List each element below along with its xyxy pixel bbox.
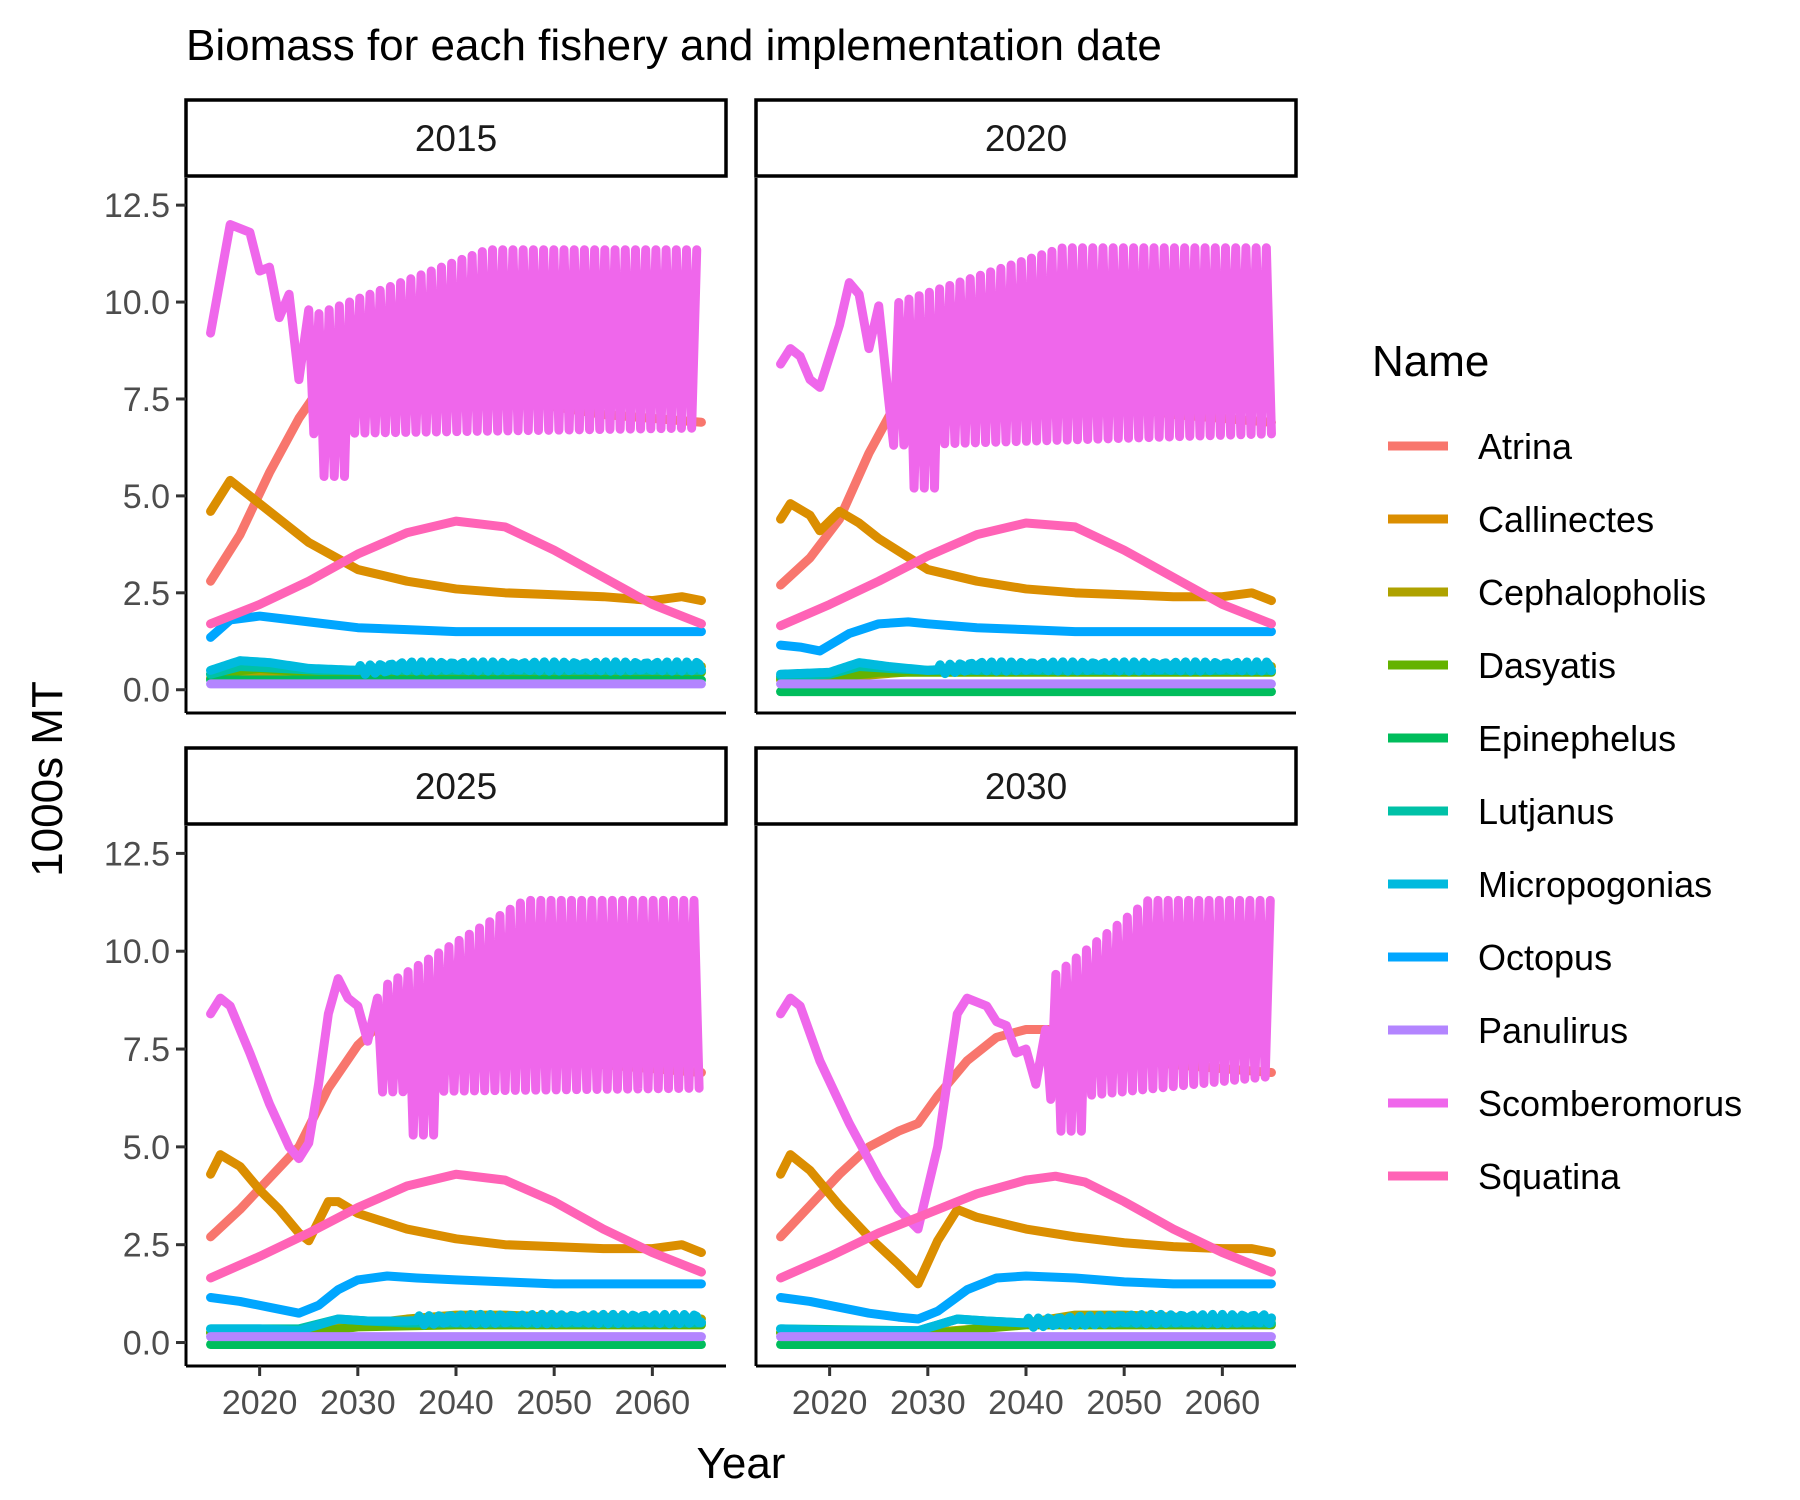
panel-2015: 2015 0.0 2.5 5.0 7.5 10.0 12.5 (104, 98, 728, 715)
x-tick-label: 2020 (792, 1384, 868, 1422)
legend-label: Squatina (1478, 1156, 1621, 1197)
facet-strip-label: 2025 (415, 766, 497, 807)
series-line-callinectes (776, 1150, 1276, 1289)
series-line-squatina (776, 1171, 1276, 1283)
y-tick-label: 0.0 (123, 1325, 170, 1363)
series-lines (206, 220, 706, 689)
legend: Name Atrina Callinectes Cephalopholis Dasya… (1372, 337, 1742, 1197)
series-line-callinectes (206, 1150, 706, 1258)
x-tick-label: 2040 (988, 1384, 1064, 1422)
y-tick-label: 2.5 (123, 575, 170, 613)
legend-item-squatina: Squatina (1388, 1156, 1621, 1197)
series-line-squatina (206, 1169, 706, 1283)
legend-item-lutjanus: Lutjanus (1388, 791, 1614, 832)
y-tick-label: 12.5 (104, 187, 170, 225)
series-lines (776, 895, 1276, 1349)
legend-label: Scomberomorus (1478, 1083, 1742, 1124)
y-tick-label: 12.5 (104, 835, 170, 873)
series-line-scomberomorus (776, 243, 1276, 493)
series-line-octopus (206, 1271, 706, 1318)
panel-2020: 2020 (754, 98, 1298, 715)
legend-item-cephalopholis: Cephalopholis (1388, 572, 1706, 613)
series-line-squatina (776, 518, 1276, 631)
x-tick-label: 2030 (320, 1384, 396, 1422)
series-line-callinectes (776, 499, 1276, 606)
facet-strip-label: 2015 (415, 118, 497, 159)
chart-title: Biomass for each fishery and implementat… (186, 21, 1162, 70)
x-tick-label: 2060 (615, 1384, 691, 1422)
legend-item-octopus: Octopus (1388, 937, 1612, 978)
legend-label: Dasyatis (1478, 645, 1616, 686)
legend-label: Micropogonias (1478, 864, 1712, 905)
legend-label: Octopus (1478, 937, 1612, 978)
y-tick-label: 10.0 (104, 284, 170, 322)
facet-strip (754, 746, 1298, 826)
series-lines (776, 243, 1276, 697)
legend-label: Lutjanus (1478, 791, 1614, 832)
y-axis-label: 1000s MT (23, 681, 72, 877)
legend-label: Atrina (1478, 426, 1573, 467)
series-line-micropogonias (776, 657, 1276, 679)
x-tick-label: 2050 (516, 1384, 592, 1422)
legend-item-micropogonias: Micropogonias (1388, 864, 1712, 905)
y-tick-label: 7.5 (123, 381, 170, 419)
legend-item-atrina: Atrina (1388, 426, 1573, 467)
y-tick-label: 0.0 (123, 672, 170, 710)
series-line-micropogonias (206, 1309, 706, 1336)
x-tick-label: 2030 (890, 1384, 966, 1422)
series-line-squatina (206, 516, 706, 629)
y-tick-label: 2.5 (123, 1227, 170, 1265)
series-line-scomberomorus (206, 220, 702, 482)
series-lines (206, 895, 706, 1349)
facet-strip (754, 98, 1298, 178)
x-axis-label: Year (697, 1439, 786, 1488)
y-tick-label: 7.5 (123, 1031, 170, 1069)
x-tick-label: 2050 (1086, 1384, 1162, 1422)
series-line-micropogonias (206, 656, 706, 679)
facet-strip-label: 2020 (985, 118, 1067, 159)
legend-label: Cephalopholis (1478, 572, 1706, 613)
legend-item-panulirus: Panulirus (1388, 1010, 1628, 1051)
legend-item-scomberomorus: Scomberomorus (1388, 1083, 1742, 1124)
legend-label: Panulirus (1478, 1010, 1628, 1051)
legend-item-dasyatis: Dasyatis (1388, 645, 1616, 686)
series-line-octopus (206, 611, 706, 642)
x-tick-label: 2060 (1185, 1384, 1261, 1422)
y-tick-label: 10.0 (104, 933, 170, 971)
series-line-scomberomorus (206, 895, 704, 1164)
facet-panels: 2015 0.0 2.5 5.0 7.5 10.0 12.5 2020 2025 0.0 2.5 5.… (104, 98, 1298, 1422)
y-tick-label: 5.0 (123, 478, 170, 516)
facet-strip (184, 746, 728, 826)
y-tick-label: 5.0 (123, 1129, 170, 1167)
series-line-octopus (776, 617, 1276, 656)
panel-2030: 2030 2020 2030 2040 2050 2060 (754, 746, 1298, 1422)
legend-title: Name (1372, 337, 1489, 386)
facet-strip-label: 2030 (985, 766, 1067, 807)
legend-label: Epinephelus (1478, 718, 1676, 759)
series-line-micropogonias (776, 1309, 1276, 1336)
series-line-scomberomorus (776, 895, 1275, 1234)
legend-label: Callinectes (1478, 499, 1654, 540)
facet-strip (184, 98, 728, 178)
legend-item-epinephelus: Epinephelus (1388, 718, 1676, 759)
legend-item-callinectes: Callinectes (1388, 499, 1654, 540)
x-tick-label: 2020 (222, 1384, 298, 1422)
x-tick-label: 2040 (418, 1384, 494, 1422)
panel-2025: 2025 0.0 2.5 5.0 7.5 10.0 12.5 2020 2030 2040 2050… (104, 746, 728, 1422)
legend-items: Atrina Callinectes Cephalopholis Dasyatis Ep… (1388, 426, 1742, 1197)
series-line-octopus (776, 1271, 1276, 1324)
